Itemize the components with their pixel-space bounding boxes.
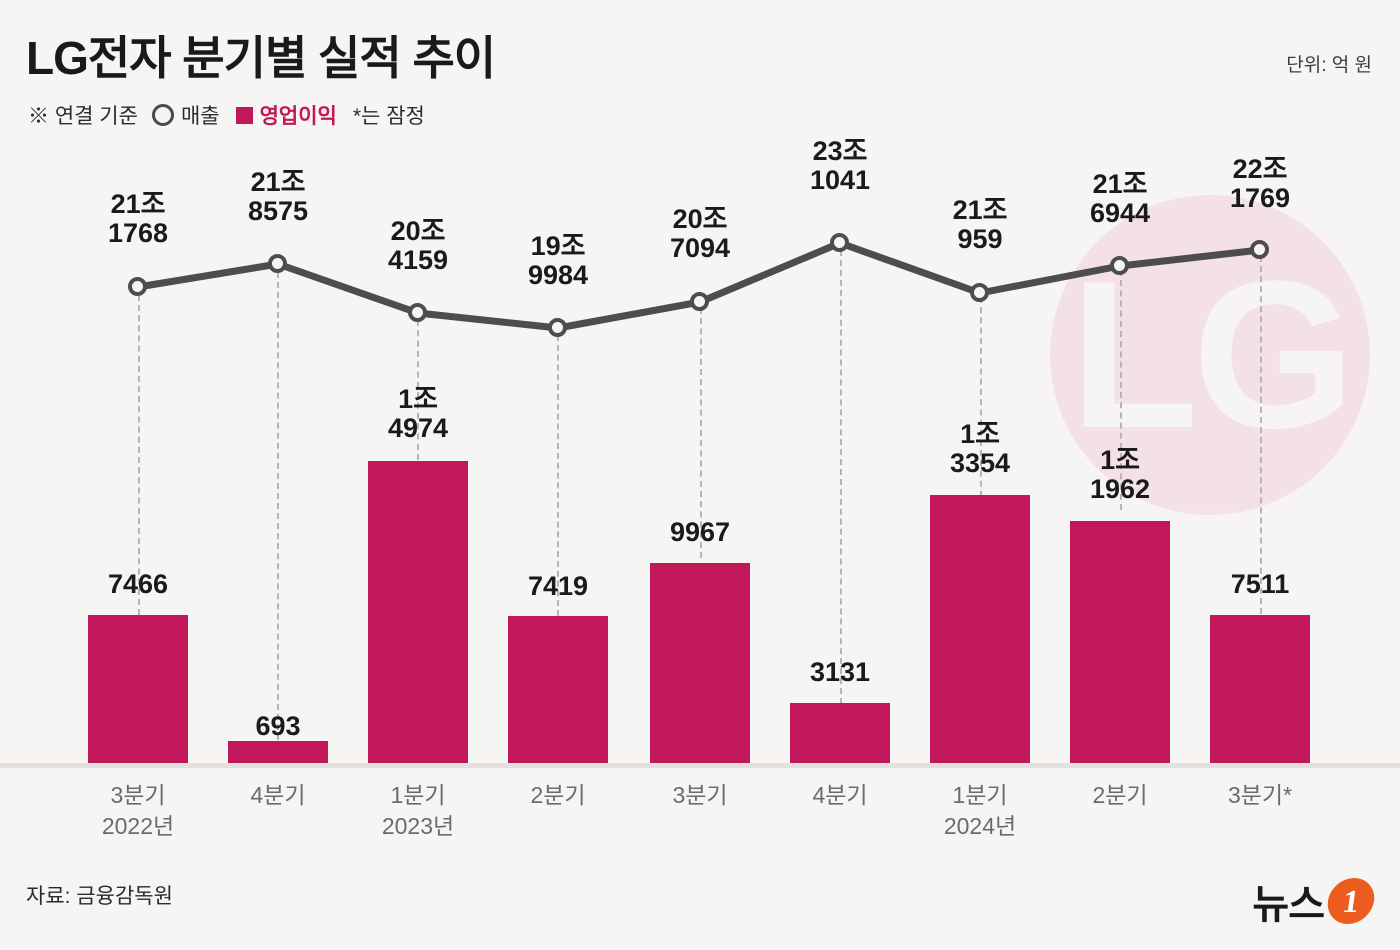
line-point-5 <box>830 233 849 252</box>
x-axis-label-5: 4분기 <box>812 782 868 808</box>
x-axis-label-2: 1분기 2023년 <box>381 782 455 840</box>
line-point-1 <box>268 254 287 273</box>
bar-label-7: 1조 1962 <box>1089 445 1151 505</box>
bar-label-3: 7419 <box>527 571 589 601</box>
x-axis-label-7: 2분기 <box>1092 782 1148 808</box>
bar-label-2: 1조 4974 <box>387 384 449 444</box>
line-point-4 <box>690 292 709 311</box>
line-label-5: 23조 1041 <box>809 136 871 196</box>
square-marker-icon <box>235 106 253 124</box>
stem-5 <box>840 250 842 704</box>
lg-watermark: LG <box>1050 195 1370 515</box>
bar-1 <box>228 741 328 763</box>
lg-watermark-text: LG <box>1070 237 1356 472</box>
stem-7 <box>1120 270 1122 510</box>
legend-item-sales: 매출 <box>180 105 220 128</box>
bar-8 <box>1210 615 1310 763</box>
bar-2 <box>368 461 468 763</box>
line-label-7: 21조 6944 <box>1089 169 1151 229</box>
stem-8 <box>1260 256 1262 614</box>
bar-label-0: 7466 <box>107 569 169 599</box>
bar-label-1: 693 <box>255 711 301 741</box>
bar-label-8: 7511 <box>1230 569 1290 599</box>
bar-5 <box>790 703 890 763</box>
bar-3 <box>508 616 608 763</box>
x-axis-label-3: 2분기 <box>530 782 586 808</box>
bar-label-5: 3131 <box>809 657 871 687</box>
unit-label: 단위: 억 원 <box>1286 55 1372 76</box>
page-title: LG전자 분기별 실적 추이 <box>26 32 496 84</box>
line-label-2: 20조 4159 <box>387 216 449 276</box>
bar-label-6: 1조 3354 <box>949 419 1011 479</box>
brand-name: 뉴스 <box>1252 883 1325 927</box>
x-axis-label-1: 4분기 <box>250 782 306 808</box>
line-label-4: 20조 7094 <box>669 204 731 264</box>
stem-4 <box>700 308 702 558</box>
legend-item-operating-profit: 영업이익 <box>259 105 337 128</box>
bar-0 <box>88 615 188 763</box>
line-label-6: 21조 959 <box>952 195 1008 255</box>
line-point-8 <box>1250 240 1269 259</box>
line-point-7 <box>1110 256 1129 275</box>
bar-7 <box>1070 521 1170 763</box>
line-label-3: 19조 9984 <box>527 231 589 291</box>
legend-note-provisional: *는 잠정 <box>352 105 425 128</box>
line-label-8: 22조 1769 <box>1229 154 1291 214</box>
line-point-2 <box>408 303 427 322</box>
source-label: 자료: 금융감독원 <box>26 885 173 908</box>
brand-logo: 뉴스 1 <box>1252 872 1378 930</box>
line-label-1: 21조 8575 <box>247 167 309 227</box>
circle-marker-icon <box>151 104 174 126</box>
line-point-3 <box>548 318 567 337</box>
chart-baseline <box>0 763 1400 768</box>
bar-6 <box>930 495 1030 763</box>
stem-1 <box>277 272 279 740</box>
x-axis-label-8: 3분기* <box>1227 782 1293 808</box>
legend-note: ※ 연결 기준 <box>28 105 138 128</box>
stem-6 <box>980 297 982 497</box>
stem-2 <box>417 320 419 460</box>
x-axis-label-0: 3분기 2022년 <box>101 782 175 840</box>
legend: ※ 연결 기준 매출 영업이익 *는 잠정 <box>28 100 425 130</box>
bar-label-4: 9967 <box>669 517 731 547</box>
x-axis-label-6: 1분기 2024년 <box>943 782 1017 840</box>
stem-0 <box>138 295 140 615</box>
x-axis-label-4: 3분기 <box>672 782 728 808</box>
bar-4 <box>650 563 750 763</box>
stem-3 <box>557 335 559 616</box>
line-point-0 <box>128 277 147 296</box>
line-label-0: 21조 1768 <box>107 189 169 249</box>
brand-badge-icon: 1 <box>1324 878 1378 924</box>
line-point-6 <box>970 283 989 302</box>
